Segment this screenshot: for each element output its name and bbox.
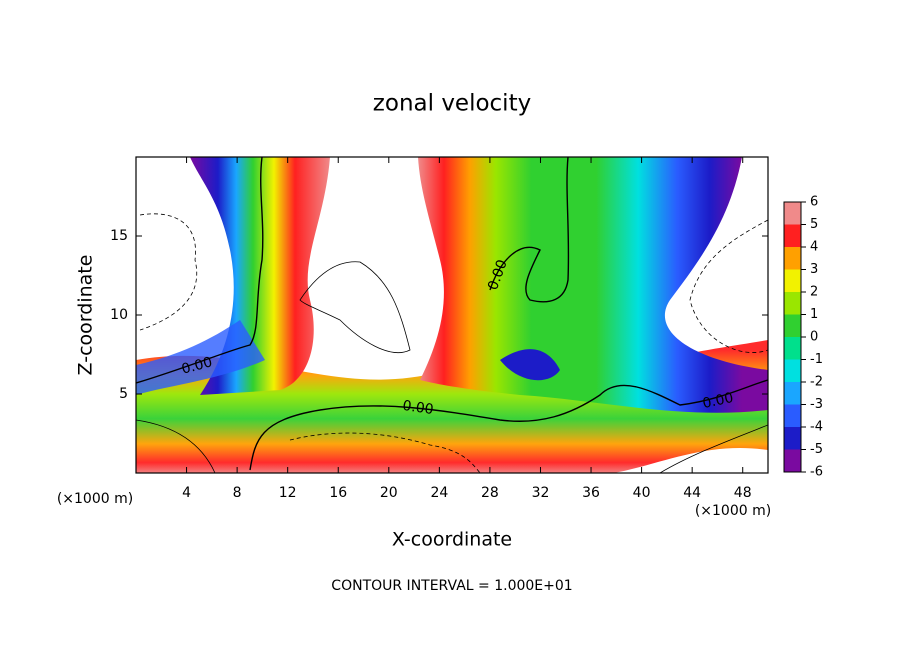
colorbar-label: 5	[810, 217, 818, 232]
colorbar-swatch	[784, 292, 801, 315]
x-tick-label: 32	[532, 485, 550, 501]
y-axis-label: Z-coordinate	[75, 255, 97, 376]
colorbar-label: 2	[810, 285, 818, 300]
x-tick-label: 36	[582, 485, 600, 501]
colorbar-swatch	[784, 224, 801, 247]
x-tick-label: 4	[182, 485, 191, 501]
contour-label: 0.00	[180, 354, 214, 378]
colorbar-label: 0	[810, 330, 818, 345]
x-tick-label: 20	[380, 485, 398, 501]
contour-label: 0.00	[401, 398, 434, 418]
x-tick-label: 28	[481, 485, 499, 501]
y-tick-label: 5	[119, 386, 128, 402]
x-unit-label: (×1000 m)	[695, 503, 771, 519]
colorbar-swatch	[784, 382, 801, 405]
contour-lines	[136, 157, 768, 473]
contour-labels: 0.00 0.00 0.00 0.00 0.00	[180, 258, 735, 418]
x-tick-label: 16	[329, 485, 347, 501]
x-axis-label: X-coordinate	[392, 529, 512, 551]
colorbar-swatch	[784, 359, 801, 382]
colorbar-label: -5	[810, 442, 823, 457]
x-tick-label: 12	[279, 485, 297, 501]
colorbar-label: 1	[810, 307, 818, 322]
colorbar-swatch	[784, 427, 801, 450]
colorbar-label: -6	[810, 465, 823, 480]
x-tick-label: 48	[734, 485, 752, 501]
colorbar-label: -1	[810, 352, 823, 367]
footer-note: CONTOUR INTERVAL = 1.000E+01	[331, 578, 572, 594]
colorbar-swatch	[784, 269, 801, 292]
colorbar-label: -2	[810, 375, 823, 390]
contour-label: 0.00	[609, 370, 612, 372]
colorbar-label: 6	[810, 195, 818, 210]
colorbar-swatch	[784, 449, 801, 472]
x-tick-label: 8	[233, 485, 242, 501]
colorbar-label: -4	[810, 420, 823, 435]
x-tick-label: 40	[633, 485, 651, 501]
colorbar-swatch	[784, 337, 801, 360]
colorbar-swatch	[784, 404, 801, 427]
y-tick-label: 10	[110, 307, 128, 323]
contour-label: 0.00	[701, 390, 735, 412]
colorbar-swatch	[784, 314, 801, 337]
colorbar-swatch	[784, 247, 801, 270]
x-tick-label: 44	[683, 485, 701, 501]
x-tick-label: 24	[430, 485, 448, 501]
colorbar-label: -3	[810, 397, 823, 412]
colorbar-label: 4	[810, 240, 818, 255]
y-tick-label: 15	[110, 228, 128, 244]
chart-title: zonal velocity	[373, 91, 531, 117]
x-unit-label: (×1000 m)	[57, 491, 133, 507]
colorbar-label: 3	[810, 262, 818, 277]
contour-field	[136, 157, 768, 473]
colorbar-swatch	[784, 202, 801, 225]
